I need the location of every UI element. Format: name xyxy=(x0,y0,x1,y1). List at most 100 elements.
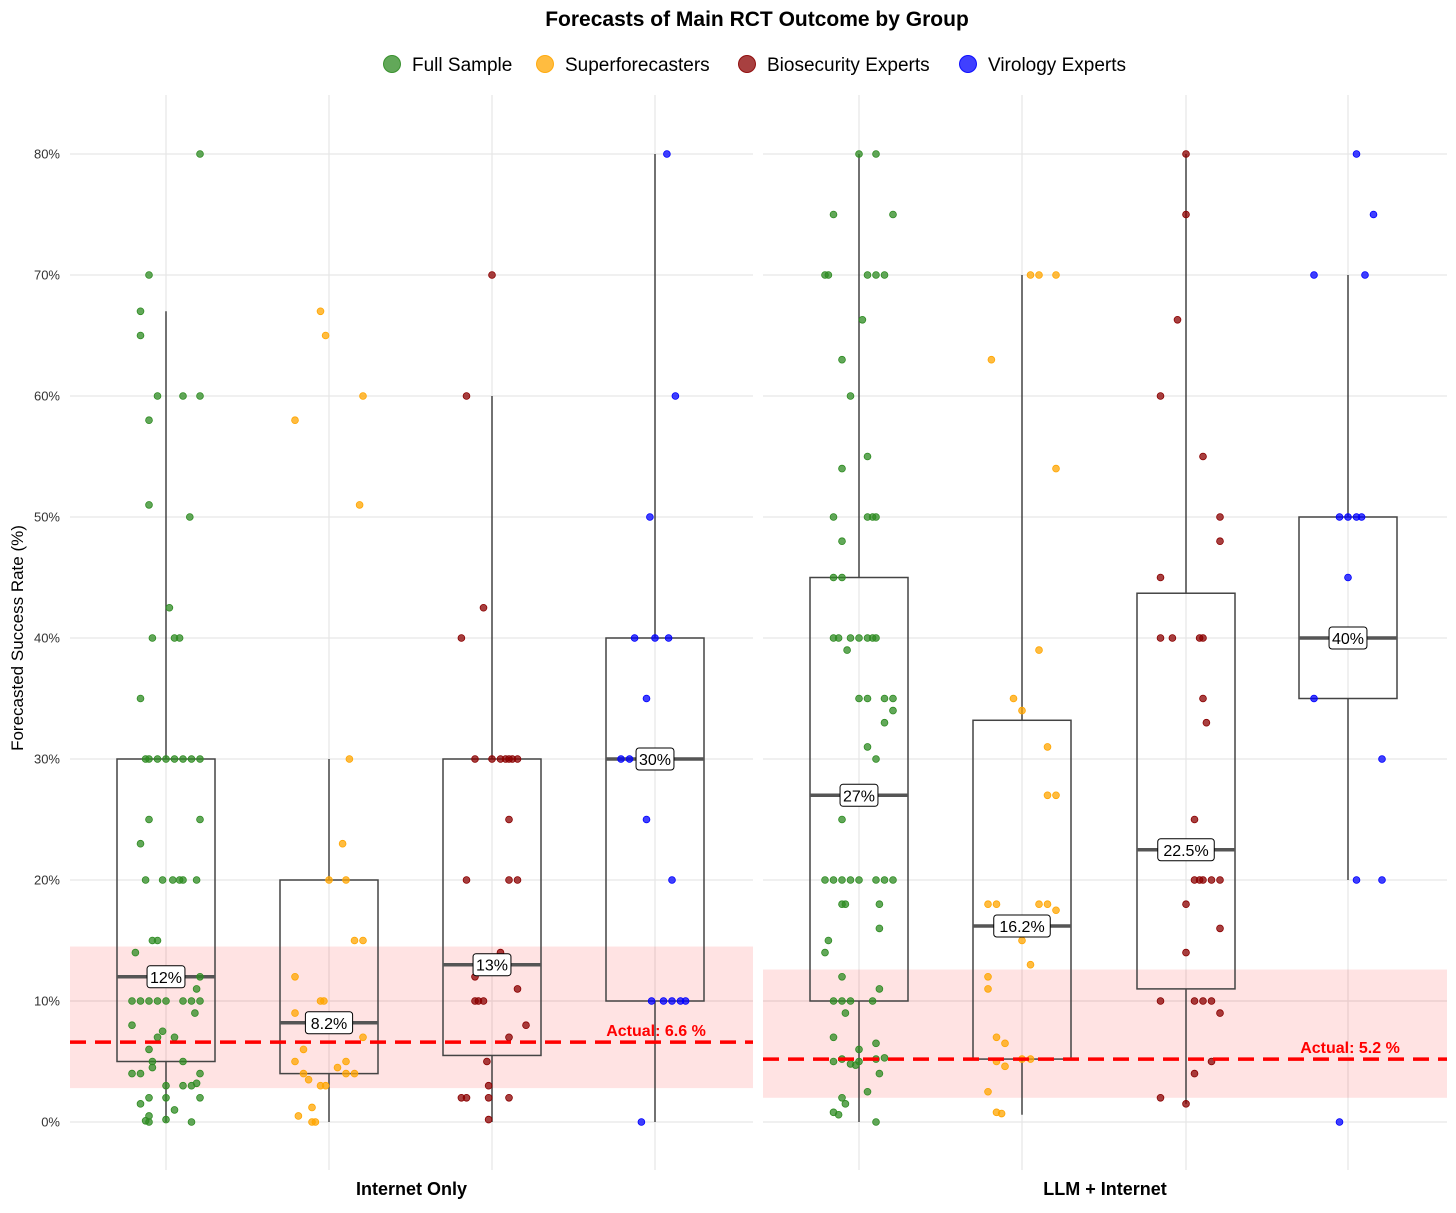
data-point-superforecasters xyxy=(984,985,992,993)
data-point-full-sample xyxy=(162,1081,170,1090)
data-point-virology-experts xyxy=(681,997,690,1005)
data-point-biosecurity-experts xyxy=(1182,150,1190,158)
data-point-full-sample xyxy=(838,876,846,884)
data-point-full-sample xyxy=(170,1106,179,1114)
data-point-full-sample xyxy=(841,1009,850,1017)
data-point-superforecasters xyxy=(342,1057,350,1066)
data-point-full-sample xyxy=(880,718,889,727)
data-point-full-sample xyxy=(148,634,157,642)
data-point-superforecasters xyxy=(1043,743,1052,751)
data-point-superforecasters xyxy=(308,1103,316,1112)
y-tick-label: 50% xyxy=(34,510,60,525)
data-point-full-sample xyxy=(148,1063,157,1072)
data-point-superforecasters xyxy=(333,1063,342,1072)
legend-swatch-superforecasters xyxy=(536,55,554,73)
data-point-biosecurity-experts xyxy=(474,997,483,1005)
data-point-full-sample xyxy=(880,1054,889,1062)
data-point-virology-experts xyxy=(646,513,654,521)
data-point-full-sample xyxy=(136,331,145,340)
data-point-full-sample xyxy=(838,815,846,824)
data-point-full-sample xyxy=(829,1057,838,1066)
data-point-biosecurity-experts xyxy=(1199,634,1207,642)
data-point-superforecasters xyxy=(1001,1062,1009,1071)
data-point-biosecurity-experts xyxy=(1216,537,1224,545)
data-point-full-sample xyxy=(196,1094,204,1102)
data-point-full-sample xyxy=(838,355,846,364)
data-point-virology-experts xyxy=(647,997,656,1005)
data-point-full-sample xyxy=(136,1100,145,1108)
data-point-superforecasters xyxy=(342,876,350,884)
data-point-virology-experts xyxy=(625,755,634,763)
data-point-full-sample xyxy=(136,307,145,316)
data-point-biosecurity-experts xyxy=(1173,315,1182,324)
data-point-biosecurity-experts xyxy=(513,755,522,763)
data-point-superforecasters xyxy=(1052,791,1060,800)
data-point-biosecurity-experts xyxy=(513,876,522,884)
data-point-full-sample xyxy=(145,271,153,279)
data-point-virology-experts xyxy=(659,997,668,1005)
y-tick-label: 80% xyxy=(34,147,60,162)
data-point-full-sample xyxy=(179,755,187,763)
data-point-biosecurity-experts xyxy=(1216,1009,1224,1017)
data-point-superforecasters xyxy=(325,876,333,884)
data-point-full-sample xyxy=(192,876,201,884)
data-point-full-sample xyxy=(169,876,177,884)
data-point-superforecasters xyxy=(1009,694,1018,703)
data-point-superforecasters xyxy=(1043,900,1052,908)
data-point-superforecasters xyxy=(984,972,992,981)
data-point-full-sample xyxy=(838,573,846,582)
data-point-full-sample xyxy=(834,1110,843,1119)
data-point-full-sample xyxy=(128,1021,136,1029)
data-point-full-sample xyxy=(880,271,889,279)
data-point-superforecasters xyxy=(311,1118,320,1126)
data-point-biosecurity-experts xyxy=(457,634,466,642)
data-point-biosecurity-experts xyxy=(522,1021,530,1029)
panel-internet-only: Actual: 6.6 % 12% 8.2% 13% 30% Internet Only xyxy=(70,95,753,1199)
data-point-full-sample xyxy=(824,271,833,279)
data-point-full-sample xyxy=(872,1039,880,1048)
y-tick-label: 10% xyxy=(34,994,60,1009)
data-point-superforecasters xyxy=(338,839,347,848)
data-point-virology-experts xyxy=(1352,876,1361,884)
data-point-full-sample xyxy=(868,997,877,1005)
data-point-full-sample xyxy=(889,706,897,715)
data-point-full-sample xyxy=(824,936,833,945)
data-point-superforecasters xyxy=(1052,906,1060,915)
data-point-superforecasters xyxy=(1018,936,1026,945)
data-point-full-sample xyxy=(875,985,884,993)
data-point-full-sample xyxy=(192,1079,201,1088)
data-point-biosecurity-experts xyxy=(488,271,496,279)
data-point-full-sample xyxy=(136,694,145,703)
data-point-full-sample xyxy=(829,997,838,1005)
data-point-full-sample xyxy=(158,876,167,884)
data-point-full-sample xyxy=(855,1045,863,1054)
data-point-full-sample xyxy=(880,876,889,884)
data-point-virology-experts xyxy=(651,634,659,642)
data-point-biosecurity-experts xyxy=(1216,924,1224,933)
data-point-superforecasters xyxy=(1043,791,1052,800)
data-point-full-sample xyxy=(855,150,863,158)
data-point-virology-experts xyxy=(671,392,680,400)
data-point-full-sample xyxy=(863,271,872,279)
data-point-full-sample xyxy=(829,876,838,884)
data-point-biosecurity-experts xyxy=(1199,694,1207,703)
data-point-full-sample xyxy=(838,537,846,545)
data-point-full-sample xyxy=(175,634,184,642)
data-point-full-sample xyxy=(179,997,187,1005)
data-point-virology-experts xyxy=(642,694,651,703)
data-point-virology-experts xyxy=(664,634,673,642)
data-point-biosecurity-experts xyxy=(1182,1100,1190,1108)
data-point-biosecurity-experts xyxy=(1190,815,1199,824)
data-point-virology-experts xyxy=(1361,271,1369,279)
data-point-full-sample xyxy=(889,694,897,703)
data-point-superforecasters xyxy=(1001,1039,1009,1048)
data-point-biosecurity-experts xyxy=(1182,900,1190,908)
data-point-superforecasters xyxy=(1035,271,1043,279)
data-point-biosecurity-experts xyxy=(1207,876,1216,884)
legend-swatch-biosecurity-experts xyxy=(738,55,756,73)
data-point-superforecasters xyxy=(984,900,992,908)
data-point-full-sample xyxy=(846,997,855,1005)
data-point-full-sample xyxy=(196,755,204,763)
legend-label-virology-experts: Virology Experts xyxy=(988,55,1126,76)
data-point-superforecasters xyxy=(1018,706,1026,715)
